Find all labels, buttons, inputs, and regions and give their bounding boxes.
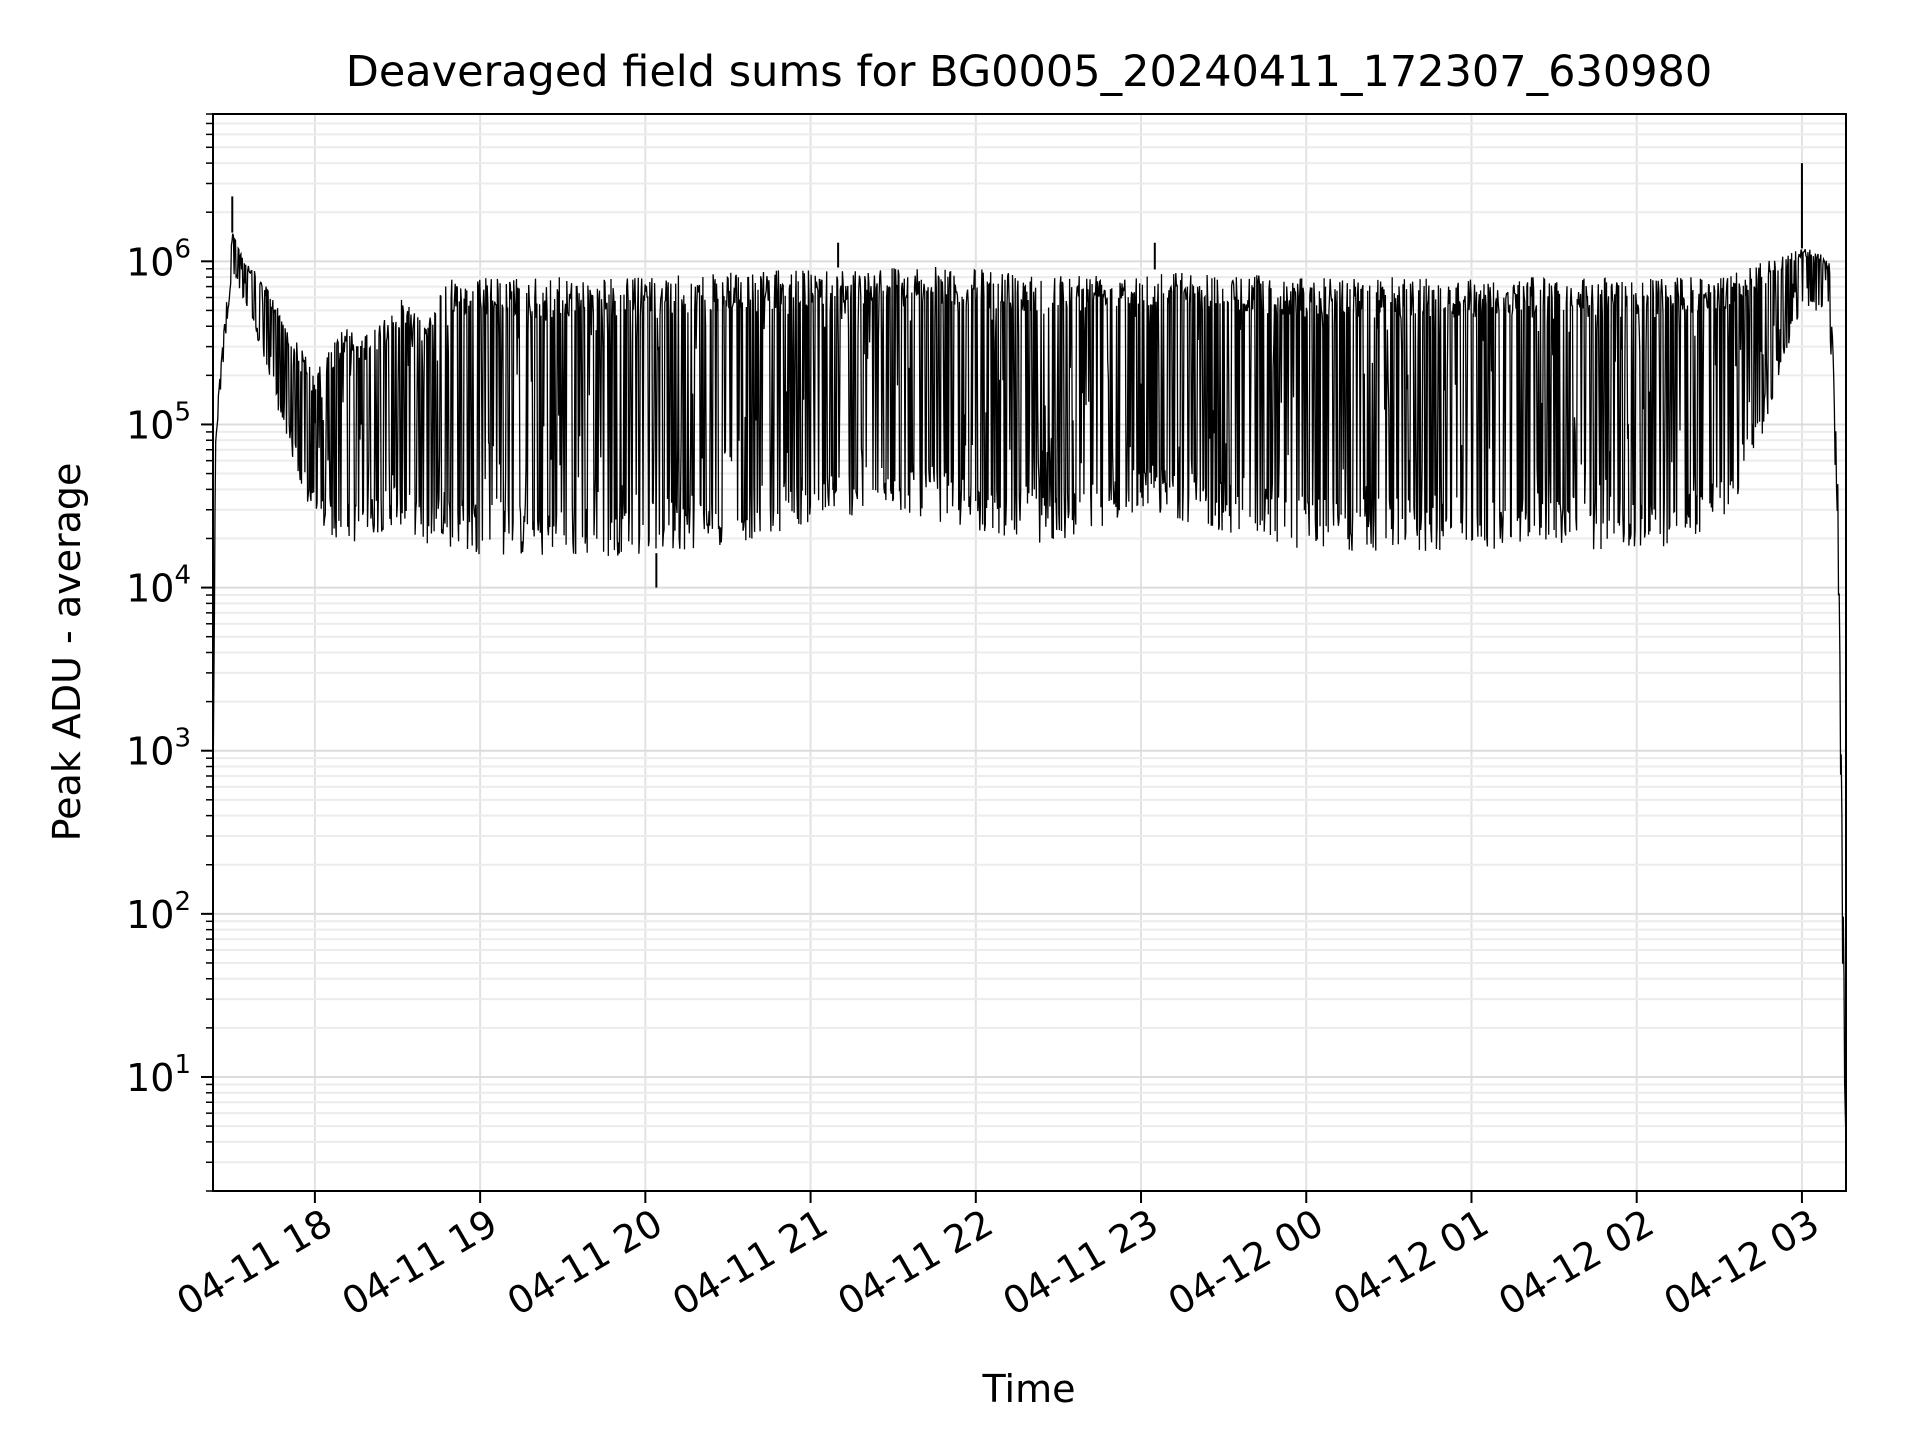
y-tick-label: 102: [126, 887, 191, 937]
y-axis: 101 102 103 104 105 106: [126, 113, 213, 1192]
series-line-group: [212, 163, 1847, 1142]
series-line: [212, 233, 1847, 1142]
y-tick-label: 105: [126, 397, 191, 447]
y-tick-label: 103: [126, 724, 191, 774]
x-axis-label: Time: [982, 1367, 1076, 1411]
y-tick-label: 101: [126, 1050, 191, 1100]
y-tick-label: 104: [126, 561, 191, 611]
y-axis-label: Peak ADU - average: [45, 463, 89, 842]
y-tick-label: 106: [126, 234, 191, 284]
chart-title: Deaveraged field sums for BG0005_2024041…: [346, 47, 1713, 97]
